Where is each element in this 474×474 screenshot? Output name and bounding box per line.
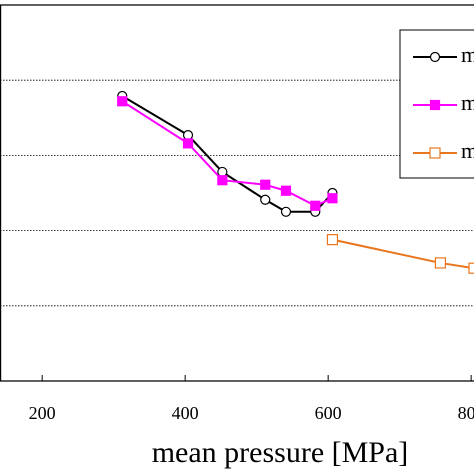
marker bbox=[217, 166, 228, 178]
marker bbox=[429, 147, 441, 159]
marker bbox=[429, 51, 441, 63]
marker bbox=[429, 99, 441, 111]
marker bbox=[310, 200, 321, 211]
marker bbox=[260, 179, 271, 190]
x-tick-label: 600 bbox=[315, 403, 342, 423]
marker bbox=[434, 257, 446, 269]
x-axis-label: mean pressure [MPa] bbox=[152, 436, 409, 469]
marker bbox=[468, 262, 474, 274]
marker bbox=[260, 194, 271, 205]
legend-label: m bbox=[461, 138, 474, 163]
x-tick-label: 800 bbox=[458, 403, 474, 423]
marker bbox=[327, 193, 338, 204]
marker bbox=[280, 206, 292, 217]
marker bbox=[117, 96, 128, 107]
marker bbox=[217, 175, 228, 186]
legend-label: m bbox=[461, 42, 474, 67]
marker bbox=[280, 185, 292, 196]
marker bbox=[182, 138, 194, 149]
x-tick-label: 400 bbox=[172, 403, 199, 423]
x-tick-label: 200 bbox=[29, 403, 56, 423]
marker bbox=[326, 234, 339, 246]
marker bbox=[182, 129, 194, 141]
legend-label: m bbox=[461, 90, 474, 115]
legend: mmm bbox=[399, 29, 474, 179]
